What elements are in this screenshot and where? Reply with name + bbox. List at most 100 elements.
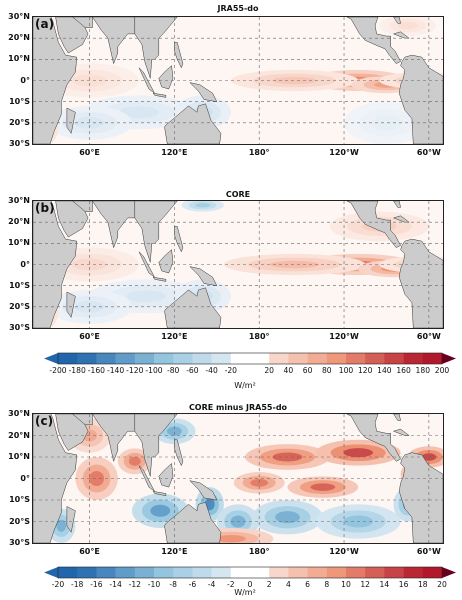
- colorbar-segment: [134, 567, 155, 578]
- field-contour: [195, 203, 211, 208]
- colorbar-tick-label: 16: [398, 580, 409, 589]
- land-mass: [398, 452, 443, 543]
- colorbar-segment: [346, 567, 366, 578]
- field-contour: [397, 21, 418, 30]
- land-mass: [72, 17, 93, 28]
- field-contour: [89, 470, 105, 487]
- lon-tick-label: 120°E: [161, 332, 188, 341]
- panel-a-title: JRA55-do: [217, 4, 259, 13]
- lat-tick-label: 10°N: [8, 452, 30, 461]
- colorbar-segment: [307, 567, 328, 578]
- field-contour: [269, 260, 320, 269]
- field-contour: [371, 115, 402, 131]
- colorbar-tick-label: 20: [437, 580, 447, 589]
- colorbar-1-unit: W/m²: [234, 381, 256, 390]
- colorbar-max-arrow: [442, 567, 456, 578]
- lon-tick-label: 180°: [248, 148, 270, 157]
- lon-tick-label: 120°W: [329, 148, 359, 157]
- field-contour: [272, 76, 317, 85]
- colorbar-tick-label: -160: [87, 366, 106, 375]
- lat-tick-label: 10°S: [9, 280, 30, 290]
- colorbar-frame: [57, 566, 443, 579]
- land-mass: [392, 428, 410, 436]
- panel-c: CORE minus JRA55-do (c): [0, 403, 462, 551]
- colorbar-min-arrow: [44, 353, 58, 364]
- lon-tick-label: 120°E: [161, 547, 188, 556]
- land-mass: [92, 17, 136, 65]
- colorbar-tick-label: 200: [434, 366, 450, 375]
- land-mass: [72, 201, 93, 212]
- land-mass: [174, 226, 184, 253]
- colorbar-segment: [192, 353, 212, 364]
- colorbar-tick-label: 6: [305, 580, 311, 589]
- colorbar-tick-label: -8: [169, 580, 177, 589]
- land-mass: [158, 249, 174, 274]
- lat-tick-label: 10°S: [9, 96, 30, 106]
- land-mass: [152, 491, 167, 497]
- colorbar-segment: [403, 567, 424, 578]
- lon-tick-label: 120°W: [329, 332, 359, 341]
- colorbar-tick-label: -10: [147, 580, 161, 589]
- map-c: [32, 413, 444, 544]
- colorbar-frame: [57, 352, 443, 365]
- colorbar-segment: [115, 567, 136, 578]
- lat-tick-label: 20°S: [9, 117, 30, 127]
- land-mass: [392, 215, 410, 223]
- colorbar-segment: [115, 353, 136, 364]
- colorbar-tick-label: -6: [188, 580, 197, 589]
- colorbar-tick-label: 180: [415, 366, 431, 375]
- lon-tick-label: 60°W: [416, 332, 441, 341]
- colorbar-min-arrow: [44, 567, 58, 578]
- lat-tick-label: 20°N: [8, 33, 30, 43]
- colorbar-tick-label: 14: [379, 580, 390, 589]
- colorbar-segment: [403, 353, 424, 364]
- lat-tick-label: 10°N: [8, 54, 30, 64]
- panel-b: CORE (b): [0, 190, 462, 350]
- colorbar-1: -200 -180 -160 -140 -120 -100 -80 -60 -40 -20 20 40…: [0, 351, 462, 390]
- colorbar-tick-label: -200: [49, 366, 67, 375]
- panel-b-title: CORE: [225, 190, 251, 199]
- colorbar-segment: [58, 567, 78, 578]
- colorbar-segment: [288, 567, 308, 578]
- lat-tick-label: 20°N: [8, 430, 30, 440]
- colorbar-1-bar: [44, 352, 456, 365]
- land-mass: [189, 266, 218, 287]
- map-a-field: [33, 17, 443, 144]
- lat-tick-label: 10°N: [8, 238, 30, 248]
- land-mass: [398, 238, 443, 328]
- lat-tick-label: 10°S: [9, 495, 30, 504]
- colorbar-segment: [230, 353, 251, 364]
- lon-tick-label: 180°: [248, 547, 270, 556]
- colorbar-tick-label: 8: [324, 580, 330, 589]
- lat-tick-label: 0°: [20, 75, 30, 85]
- lon-tick-label: 60°W: [416, 547, 441, 556]
- land-mass: [164, 501, 222, 543]
- colorbar-segment: [307, 353, 328, 364]
- field-contour: [119, 106, 159, 119]
- colorbar-tick-label: 60: [302, 366, 313, 375]
- colorbar-segment: [230, 567, 251, 578]
- colorbar-segment: [96, 353, 116, 364]
- colorbar-tick-label: 140: [377, 366, 392, 375]
- colorbar-segment: [211, 353, 232, 364]
- colorbar-segment: [288, 353, 308, 364]
- colorbar-segment: [77, 567, 97, 578]
- lat-tick-label: 20°S: [9, 301, 30, 311]
- lat-tick-label: 30°N: [8, 12, 30, 21]
- colorbar-segment: [250, 353, 270, 364]
- map-b: [32, 200, 444, 329]
- colorbar-tick-label: 120: [357, 366, 373, 375]
- land-mass: [152, 276, 167, 282]
- land-mass: [174, 42, 184, 69]
- field-contour: [128, 456, 141, 466]
- colorbar-tick-label: -180: [68, 366, 86, 375]
- colorbar-segment: [96, 567, 116, 578]
- lon-tick-label: 120°E: [161, 148, 188, 157]
- colorbar-segment: [211, 567, 232, 578]
- colorbar-tick-label: -2: [227, 580, 235, 589]
- colorbar-segment: [326, 353, 347, 364]
- colorbar-tick-label: -4: [207, 580, 216, 589]
- field-contour: [56, 519, 67, 532]
- land-mass: [393, 17, 401, 24]
- colorbar-tick-label: -140: [106, 366, 125, 375]
